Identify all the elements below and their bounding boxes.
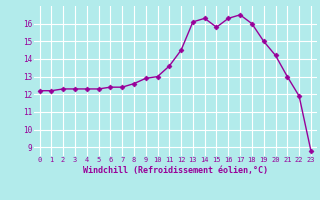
X-axis label: Windchill (Refroidissement éolien,°C): Windchill (Refroidissement éolien,°C) <box>83 166 268 175</box>
